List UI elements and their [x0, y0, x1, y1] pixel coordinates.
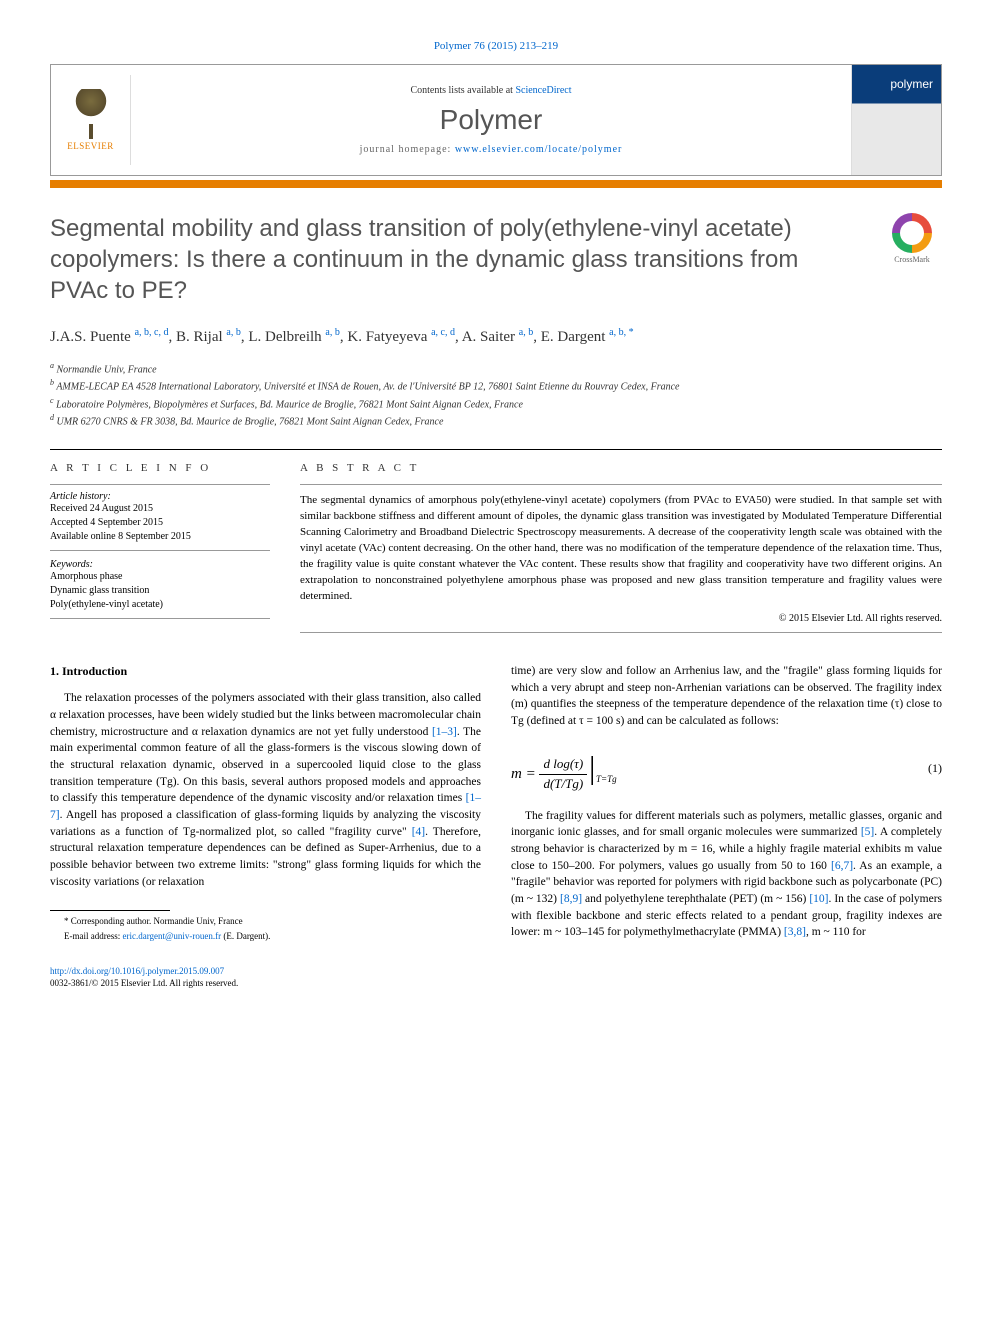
email-label: E-mail address: [64, 931, 122, 941]
body-text: The relaxation processes of the polymers… [50, 692, 481, 737]
article-title: Segmental mobility and glass transition … [50, 213, 862, 307]
keywords-label: Keywords: [50, 559, 270, 570]
journal-cover-thumbnail[interactable]: polymer [851, 65, 941, 175]
journal-homepage-line: journal homepage: www.elsevier.com/locat… [139, 144, 843, 155]
ref-link[interactable]: [5] [861, 826, 874, 838]
body-paragraph: The fragility values for different mater… [511, 808, 942, 941]
header-center: Contents lists available at ScienceDirec… [131, 77, 851, 163]
affil-text: AMME-LECAP EA 4528 International Laborat… [56, 382, 679, 393]
crossmark-icon [892, 213, 932, 253]
affiliation: a Normandie Univ, France [50, 360, 942, 377]
eq-denominator: d(T/Tg) [539, 775, 587, 794]
author-affil-sup: a, b [325, 327, 339, 338]
crossmark-label: CrossMark [894, 255, 930, 264]
abstract-text: The segmental dynamics of amorphous poly… [300, 484, 942, 605]
affiliation: c Laboratoire Polymères, Biopolymères et… [50, 395, 942, 412]
body-text: and polyethylene terephthalate (PET) (m … [582, 893, 809, 905]
article-info-sidebar: A R T I C L E I N F O Article history: R… [50, 462, 270, 633]
header-citation: Polymer 76 (2015) 213–219 [50, 40, 942, 52]
homepage-prefix: journal homepage: [360, 144, 455, 155]
ref-link[interactable]: [3,8] [784, 926, 806, 938]
keyword: Poly(ethylene-vinyl acetate) [50, 598, 270, 619]
author-affil-sup: a, b, c, d [135, 327, 169, 338]
article-info-heading: A R T I C L E I N F O [50, 462, 270, 474]
email-suffix: (E. Dargent). [221, 931, 270, 941]
keyword: Amorphous phase [50, 570, 270, 584]
author: J.A.S. Puente [50, 329, 131, 345]
doi-link[interactable]: http://dx.doi.org/10.1016/j.polymer.2015… [50, 966, 224, 976]
affiliations: a Normandie Univ, France b AMME-LECAP EA… [50, 360, 942, 429]
orange-divider-bar [50, 180, 942, 188]
page-footer: http://dx.doi.org/10.1016/j.polymer.2015… [50, 965, 942, 990]
authors-list: J.A.S. Puente a, b, c, d, B. Rijal a, b,… [50, 325, 942, 349]
ref-link[interactable]: [4] [412, 826, 425, 838]
eq-subscript: T=Tg [596, 774, 617, 784]
homepage-link[interactable]: www.elsevier.com/locate/polymer [455, 144, 623, 155]
contents-prefix: Contents lists available at [410, 85, 515, 96]
history-item: Accepted 4 September 2015 [50, 516, 270, 530]
affil-sup: d [50, 413, 54, 422]
author-affil-sup: a, b, * [609, 327, 633, 338]
body-text: , m ~ 110 for [806, 926, 866, 938]
history-label: Article history: [50, 484, 270, 502]
author-affil-sup: a, b [226, 327, 240, 338]
corresponding-author-footnote: * Corresponding author. Normandie Univ, … [50, 915, 481, 928]
body-paragraph: The relaxation processes of the polymers… [50, 690, 481, 890]
eq-numerator: d log(τ) [539, 755, 587, 775]
history-item: Available online 8 September 2015 [50, 530, 270, 551]
abstract-section: A B S T R A C T The segmental dynamics o… [300, 462, 942, 633]
footnote-separator [50, 910, 170, 911]
author: A. Saiter [462, 329, 515, 345]
journal-name: Polymer [139, 104, 843, 136]
author-affil-sup: a, b [519, 327, 533, 338]
elsevier-text: ELSEVIER [67, 141, 114, 151]
ref-link[interactable]: [8,9] [560, 893, 582, 905]
eq-lhs: m = [511, 766, 539, 782]
equation-number: (1) [928, 760, 942, 777]
email-link[interactable]: eric.dargent@univ-rouen.fr [122, 931, 221, 941]
author: B. Rijal [176, 329, 223, 345]
column-right: time) are very slow and follow an Arrhen… [511, 663, 942, 945]
abstract-heading: A B S T R A C T [300, 462, 942, 474]
ref-link[interactable]: [10] [809, 893, 828, 905]
author-affil-sup: a, c, d [431, 327, 455, 338]
body-paragraph: time) are very slow and follow an Arrhen… [511, 663, 942, 730]
email-footnote: E-mail address: eric.dargent@univ-rouen.… [50, 930, 481, 943]
affil-text: Normandie Univ, France [57, 364, 157, 375]
affil-sup: a [50, 361, 54, 370]
cover-label: polymer [890, 77, 933, 91]
crossmark-badge[interactable]: CrossMark [882, 213, 942, 273]
body-two-column: 1. Introduction The relaxation processes… [50, 663, 942, 945]
affil-sup: b [50, 378, 54, 387]
author: E. Dargent [541, 329, 606, 345]
ref-link[interactable]: [6,7] [831, 860, 853, 872]
elsevier-logo[interactable]: ELSEVIER [51, 75, 131, 165]
history-item: Received 24 August 2015 [50, 502, 270, 516]
affil-text: UMR 6270 CNRS & FR 3038, Bd. Maurice de … [57, 416, 444, 427]
contents-lists-line: Contents lists available at ScienceDirec… [139, 85, 843, 96]
equation: m = d log(τ)d(T/Tg)|T=Tg [511, 744, 617, 794]
affil-text: Laboratoire Polymères, Biopolymères et S… [56, 399, 523, 410]
journal-header-box: ELSEVIER Contents lists available at Sci… [50, 64, 942, 176]
keyword: Dynamic glass transition [50, 584, 270, 598]
sciencedirect-link[interactable]: ScienceDirect [515, 85, 571, 96]
elsevier-tree-icon [66, 89, 116, 139]
affil-sup: c [50, 396, 54, 405]
affiliation: d UMR 6270 CNRS & FR 3038, Bd. Maurice d… [50, 412, 942, 429]
abstract-copyright: © 2015 Elsevier Ltd. All rights reserved… [300, 613, 942, 633]
equation-row: m = d log(τ)d(T/Tg)|T=Tg (1) [511, 744, 942, 794]
column-left: 1. Introduction The relaxation processes… [50, 663, 481, 945]
issn-copyright: 0032-3861/© 2015 Elsevier Ltd. All right… [50, 978, 238, 988]
author: K. Fatyeyeva [347, 329, 427, 345]
ref-link[interactable]: [1–3] [432, 726, 457, 738]
affiliation: b AMME-LECAP EA 4528 International Labor… [50, 377, 942, 394]
section-heading: 1. Introduction [50, 663, 481, 680]
author: L. Delbreilh [248, 329, 321, 345]
